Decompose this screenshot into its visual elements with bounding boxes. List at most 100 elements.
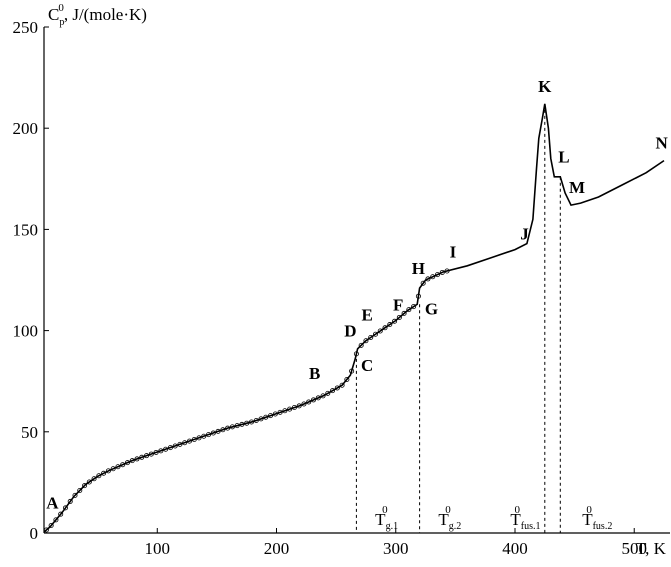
data-markers xyxy=(43,268,450,533)
data-point xyxy=(444,268,450,274)
data-point xyxy=(101,470,107,476)
y-tick-label: 100 xyxy=(13,322,39,341)
data-point xyxy=(215,428,221,434)
x-tick-label: 400 xyxy=(502,539,528,558)
data-point xyxy=(186,438,192,444)
data-point xyxy=(244,420,250,426)
data-point xyxy=(58,511,64,517)
data-point xyxy=(392,318,398,324)
x-tick-label: 100 xyxy=(145,539,171,558)
point-label: N xyxy=(656,133,669,152)
data-point xyxy=(196,435,202,441)
transition-label: Tfus.10 xyxy=(510,504,540,532)
data-point xyxy=(310,397,316,403)
y-tick-label: 50 xyxy=(21,423,38,442)
data-point xyxy=(110,466,116,472)
data-point xyxy=(382,325,388,331)
data-point xyxy=(325,390,331,396)
data-point xyxy=(62,505,68,511)
point-label: E xyxy=(361,305,372,324)
data-point xyxy=(53,517,59,523)
data-point xyxy=(148,451,154,457)
x-tick-label: 300 xyxy=(383,539,409,558)
x-tick-label: 500 xyxy=(621,539,647,558)
data-point xyxy=(363,338,369,344)
data-point xyxy=(387,322,393,328)
data-point xyxy=(191,436,197,442)
data-point xyxy=(115,464,121,470)
data-point xyxy=(277,409,283,415)
data-point xyxy=(287,406,293,412)
x-axis-title: T, K xyxy=(636,539,667,558)
data-point xyxy=(239,421,245,427)
data-point xyxy=(296,403,302,409)
data-point xyxy=(201,433,207,439)
data-point xyxy=(72,492,78,498)
data-point xyxy=(86,479,92,485)
data-point xyxy=(334,385,340,391)
data-point xyxy=(401,310,407,316)
data-point xyxy=(406,307,412,313)
point-label: H xyxy=(412,259,425,278)
data-point xyxy=(258,416,264,422)
point-label: F xyxy=(393,295,403,314)
point-label: A xyxy=(46,494,59,513)
point-label: K xyxy=(538,77,552,96)
data-point xyxy=(411,304,417,310)
data-point xyxy=(268,413,274,419)
data-point xyxy=(420,280,426,286)
point-label: B xyxy=(309,364,320,383)
data-point xyxy=(372,331,378,337)
transition-labels: Tg.10 Tg.20 Tfus.10 Tfus.20 xyxy=(375,504,612,532)
y-tick-label: 150 xyxy=(13,220,39,239)
data-point xyxy=(77,487,83,493)
x-tick-label: 200 xyxy=(264,539,290,558)
data-point xyxy=(315,395,321,401)
axes xyxy=(43,27,670,534)
y-ticks: 0 50 100 150 200 250 xyxy=(13,18,49,543)
data-point xyxy=(120,462,126,468)
data-point xyxy=(253,417,259,423)
point-label: J xyxy=(520,225,529,244)
transition-lines xyxy=(355,103,561,533)
data-point xyxy=(67,498,73,504)
data-point xyxy=(167,445,173,451)
data-point xyxy=(139,454,145,460)
data-point xyxy=(396,314,402,320)
data-point xyxy=(206,432,212,438)
data-point xyxy=(177,441,183,447)
point-label: L xyxy=(558,148,569,167)
data-point xyxy=(272,411,278,417)
point-label: C xyxy=(361,356,373,375)
data-point xyxy=(124,460,130,466)
data-point xyxy=(96,473,102,479)
data-point xyxy=(248,419,254,425)
data-point xyxy=(225,425,231,431)
data-point xyxy=(129,458,135,464)
data-point xyxy=(163,446,169,452)
data-point xyxy=(282,408,288,414)
data-point xyxy=(105,468,111,474)
data-point xyxy=(220,427,226,433)
point-label: M xyxy=(569,178,585,197)
data-point xyxy=(415,293,421,299)
data-point xyxy=(229,424,235,430)
point-labels: A B CDE F G H I J K LM N xyxy=(46,77,668,513)
data-point xyxy=(306,399,312,405)
series-line xyxy=(43,103,665,533)
data-point xyxy=(353,351,359,357)
transition-label: Tg.10 xyxy=(375,504,398,532)
data-point xyxy=(344,376,350,382)
data-point xyxy=(172,443,178,449)
data-point xyxy=(430,274,436,280)
point-label: D xyxy=(344,322,356,341)
data-point xyxy=(144,453,150,459)
transition-label: Tg.20 xyxy=(438,504,461,532)
y-axis-title: Cp0, J/(mole·K) xyxy=(48,2,147,28)
data-point xyxy=(358,342,364,348)
data-point xyxy=(330,388,336,394)
point-label: I xyxy=(450,243,457,262)
x-ticks: 100 200 300 400 500 xyxy=(145,528,647,558)
data-point xyxy=(291,405,297,411)
data-point xyxy=(82,483,88,489)
